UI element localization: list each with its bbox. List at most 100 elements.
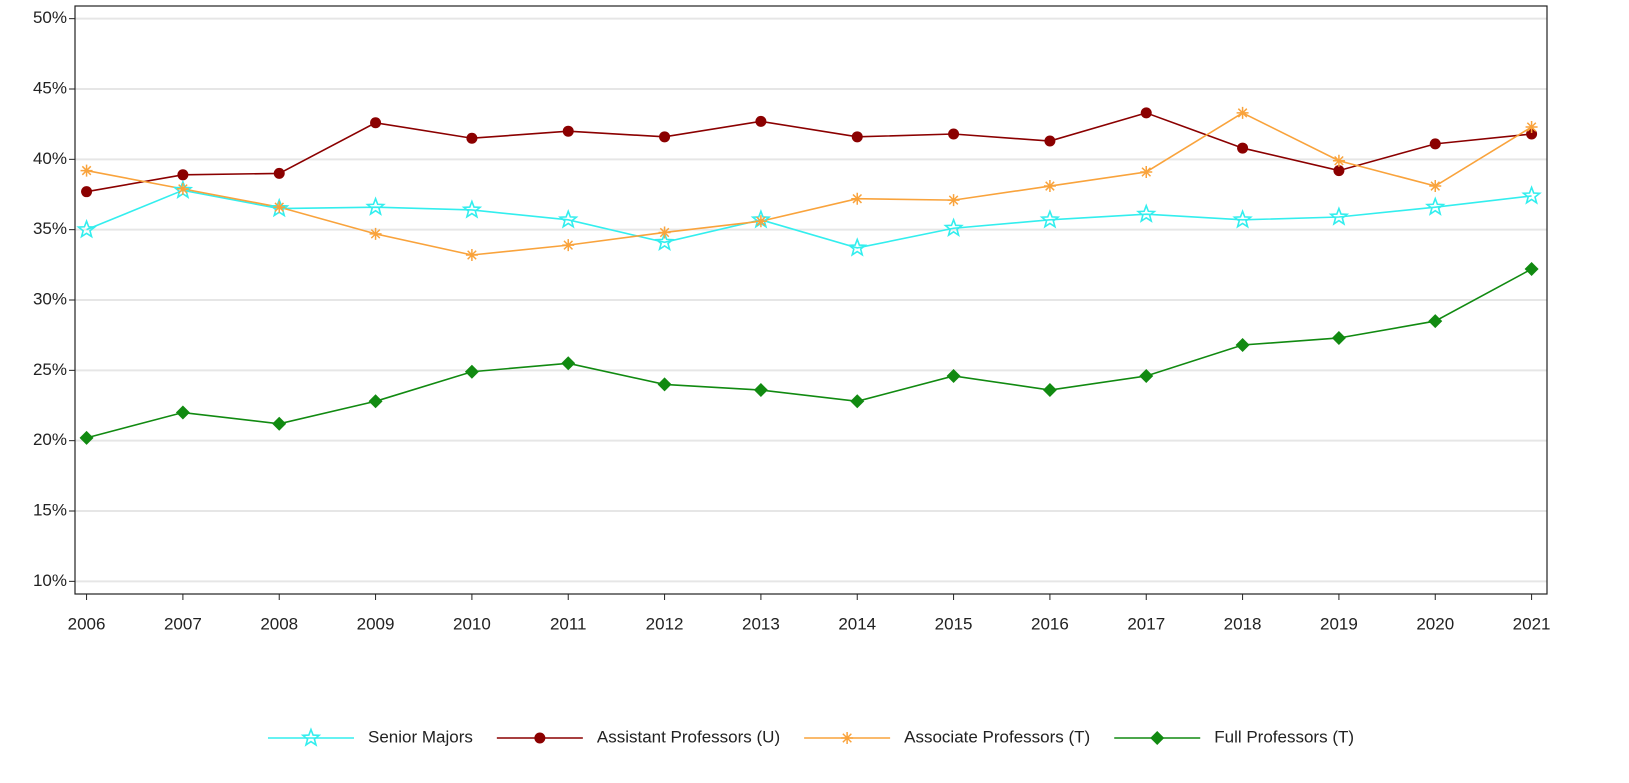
data-point: [177, 169, 189, 181]
data-point: [1328, 206, 1350, 226]
y-tick-label: 15%: [33, 500, 67, 519]
data-point: [1136, 203, 1157, 223]
data-point: [562, 125, 574, 137]
data-point: [464, 364, 479, 379]
data-point: [76, 218, 97, 239]
data-point: [273, 201, 286, 214]
data-point: [659, 131, 671, 143]
x-tick-label: 2010: [453, 614, 491, 633]
data-point: [851, 192, 864, 205]
data-point: [1525, 120, 1538, 133]
data-point: [1140, 107, 1152, 119]
x-tick-label: 2018: [1224, 614, 1262, 633]
data-point: [948, 128, 960, 140]
plot-frame: [74, 5, 1548, 595]
legend-label: Associate Professors (T): [904, 727, 1090, 746]
y-tick-label: 45%: [33, 78, 67, 97]
x-tick-label: 2021: [1513, 614, 1551, 633]
data-point: [1524, 262, 1539, 277]
legend-label: Full Professors (T): [1214, 727, 1354, 746]
x-tick-label: 2014: [838, 614, 876, 633]
data-point: [1044, 135, 1056, 147]
x-tick-label: 2006: [68, 614, 106, 633]
y-tick-label: 20%: [33, 430, 67, 449]
data-point: [561, 356, 576, 371]
data-point: [850, 394, 865, 409]
data-point: [1429, 138, 1441, 150]
data-point: [943, 217, 964, 237]
data-point: [847, 237, 868, 257]
data-point: [176, 182, 189, 195]
data-point: [369, 227, 382, 240]
legend-label: Assistant Professors (U): [597, 727, 780, 746]
legend: Senior Majors Assistant Professors (U) Ass…: [267, 727, 1354, 747]
data-point: [557, 209, 579, 229]
data-point: [1425, 196, 1446, 216]
data-point: [1237, 142, 1249, 154]
x-tick-label: 2007: [164, 614, 202, 633]
y-tick-label: 10%: [33, 571, 67, 590]
y-tick-label: 30%: [33, 289, 67, 308]
data-point: [657, 377, 672, 392]
x-tick-label: 2020: [1416, 614, 1454, 633]
data-point: [1235, 338, 1250, 353]
data-point: [1429, 180, 1442, 193]
x-tick-label: 2012: [646, 614, 684, 633]
x-tick-label: 2011: [550, 614, 587, 633]
data-point: [1428, 314, 1443, 329]
x-tick-label: 2019: [1320, 614, 1358, 633]
x-tick-label: 2013: [742, 614, 780, 633]
data-point: [562, 239, 575, 252]
data-point: [1043, 180, 1056, 193]
data-point: [1332, 154, 1345, 167]
data-point: [851, 131, 863, 143]
data-point: [365, 196, 386, 216]
data-point: [1331, 330, 1346, 345]
x-tick-label: 2017: [1127, 614, 1165, 633]
data-point: [1139, 368, 1154, 383]
series-line: [86, 268, 1532, 439]
data-point: [1236, 106, 1249, 119]
y-tick-label: 35%: [33, 219, 67, 238]
data-point: [465, 248, 478, 261]
data-point: [1140, 165, 1153, 178]
data-point: [755, 115, 767, 127]
x-tick-label: 2016: [1031, 614, 1069, 633]
x-tick-label: 2009: [357, 614, 395, 633]
data-point: [80, 164, 93, 177]
series-line: [86, 112, 1532, 193]
data-point: [947, 194, 960, 207]
data-point: [1333, 165, 1345, 177]
data-point: [753, 383, 768, 398]
data-point: [946, 368, 961, 383]
data-point: [370, 117, 382, 129]
data-point: [466, 132, 478, 144]
data-point: [1521, 185, 1542, 205]
series-line: [86, 189, 1532, 249]
data-point: [1232, 209, 1253, 229]
y-tick-label: 50%: [33, 8, 67, 27]
data-point: [273, 167, 285, 179]
data-point: [654, 231, 675, 252]
series-line: [86, 111, 1533, 256]
legend-label: Senior Majors: [368, 727, 473, 746]
data-point: [79, 430, 94, 445]
data-point: [754, 215, 767, 228]
data-point: [461, 199, 483, 219]
data-point: [1039, 209, 1061, 229]
x-tick-label: 2015: [935, 614, 973, 633]
data-point: [81, 186, 93, 198]
legend-symbol: [300, 727, 322, 747]
data-point: [1526, 128, 1538, 140]
data-point: [368, 394, 383, 409]
data-point: [272, 416, 287, 431]
y-tick-label: 40%: [33, 149, 67, 168]
data-point: [658, 226, 671, 239]
y-tick-label: 25%: [33, 360, 67, 379]
legend-symbol: [534, 732, 546, 744]
data-point: [175, 405, 190, 420]
legend-symbol: [841, 732, 854, 744]
x-tick-label: 2008: [260, 614, 298, 633]
legend-symbol: [1150, 731, 1165, 745]
